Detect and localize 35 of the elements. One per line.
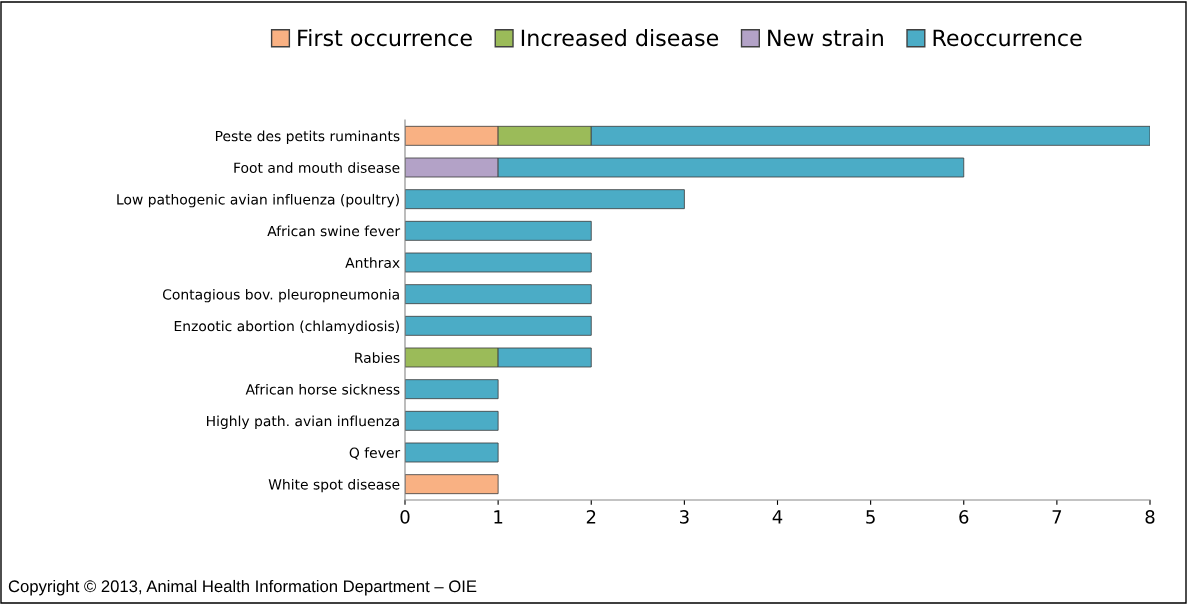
- x-tick-label: 0: [400, 510, 410, 524]
- x-tick-label: 1: [494, 510, 503, 524]
- x-tick-label: 6: [959, 510, 969, 524]
- y-tick-label: White spot disease: [268, 478, 400, 493]
- bar: [405, 315, 592, 336]
- bar: [405, 284, 592, 305]
- bar: [405, 474, 499, 495]
- x-tick-label: 7: [1052, 510, 1062, 524]
- y-tick-label: Anthrax: [345, 257, 400, 268]
- x-tick-label: 2: [586, 510, 596, 524]
- bar: [405, 189, 685, 210]
- y-tick-label: African horse sickness: [245, 383, 400, 395]
- y-tick-label: Contagious bov. pleuropneumonia: [162, 288, 399, 303]
- y-tick-label: Q fever: [349, 447, 401, 460]
- legend-label: New strain: [768, 29, 883, 47]
- bar: [405, 252, 592, 273]
- y-tick-label: Enzootic abortion (chlamydiosis): [174, 320, 399, 334]
- y-tick-label: Foot and mouth disease: [234, 162, 400, 173]
- bar: [405, 379, 499, 400]
- legend-label: Reoccurrence: [933, 29, 1082, 47]
- x-tick-label: 8: [1145, 510, 1155, 524]
- text: Copyright © 2013, Animal Health Information Department – OIE: [8, 579, 477, 596]
- bar: [405, 410, 499, 431]
- y-tick-label: Low pathogenic avian influenza (poultry): [117, 193, 399, 208]
- y-tick-label: Highly path. avian influenza: [207, 415, 399, 429]
- y-tick-label: African swine fever: [267, 225, 401, 237]
- x-tick-label: 3: [680, 510, 689, 524]
- legend-label: Increased disease: [521, 29, 719, 47]
- x-tick-label: 5: [866, 510, 875, 524]
- bar: [405, 442, 499, 463]
- bar: [405, 220, 592, 241]
- x-tick-label: 4: [772, 510, 783, 524]
- y-tick-label: Rabies: [355, 352, 400, 363]
- legend-label: First occurrence: [298, 29, 472, 47]
- y-tick-label: Peste des petits ruminants: [215, 130, 400, 144]
